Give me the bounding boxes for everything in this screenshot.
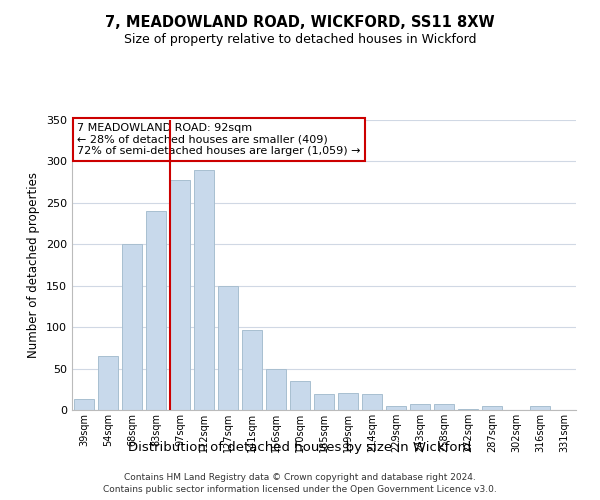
Bar bbox=[122, 244, 142, 410]
Bar bbox=[74, 399, 94, 410]
Bar bbox=[290, 381, 310, 410]
Bar bbox=[98, 356, 118, 410]
Bar bbox=[170, 180, 190, 410]
Bar bbox=[338, 394, 358, 410]
Text: Distribution of detached houses by size in Wickford: Distribution of detached houses by size … bbox=[128, 441, 472, 454]
Bar bbox=[146, 211, 166, 410]
Bar bbox=[482, 406, 502, 410]
Bar bbox=[194, 170, 214, 410]
Text: Size of property relative to detached houses in Wickford: Size of property relative to detached ho… bbox=[124, 32, 476, 46]
Text: Contains public sector information licensed under the Open Government Licence v3: Contains public sector information licen… bbox=[103, 484, 497, 494]
Bar bbox=[410, 404, 430, 410]
Bar bbox=[530, 406, 550, 410]
Y-axis label: Number of detached properties: Number of detached properties bbox=[28, 172, 40, 358]
Bar bbox=[434, 404, 454, 410]
Bar bbox=[266, 370, 286, 410]
Bar bbox=[362, 394, 382, 410]
Bar bbox=[242, 330, 262, 410]
Text: Contains HM Land Registry data © Crown copyright and database right 2024.: Contains HM Land Registry data © Crown c… bbox=[124, 473, 476, 482]
Bar bbox=[314, 394, 334, 410]
Text: 7, MEADOWLAND ROAD, WICKFORD, SS11 8XW: 7, MEADOWLAND ROAD, WICKFORD, SS11 8XW bbox=[105, 15, 495, 30]
Bar bbox=[386, 406, 406, 410]
Bar bbox=[458, 409, 478, 410]
Text: 7 MEADOWLAND ROAD: 92sqm
← 28% of detached houses are smaller (409)
72% of semi-: 7 MEADOWLAND ROAD: 92sqm ← 28% of detach… bbox=[77, 123, 361, 156]
Bar bbox=[218, 286, 238, 410]
